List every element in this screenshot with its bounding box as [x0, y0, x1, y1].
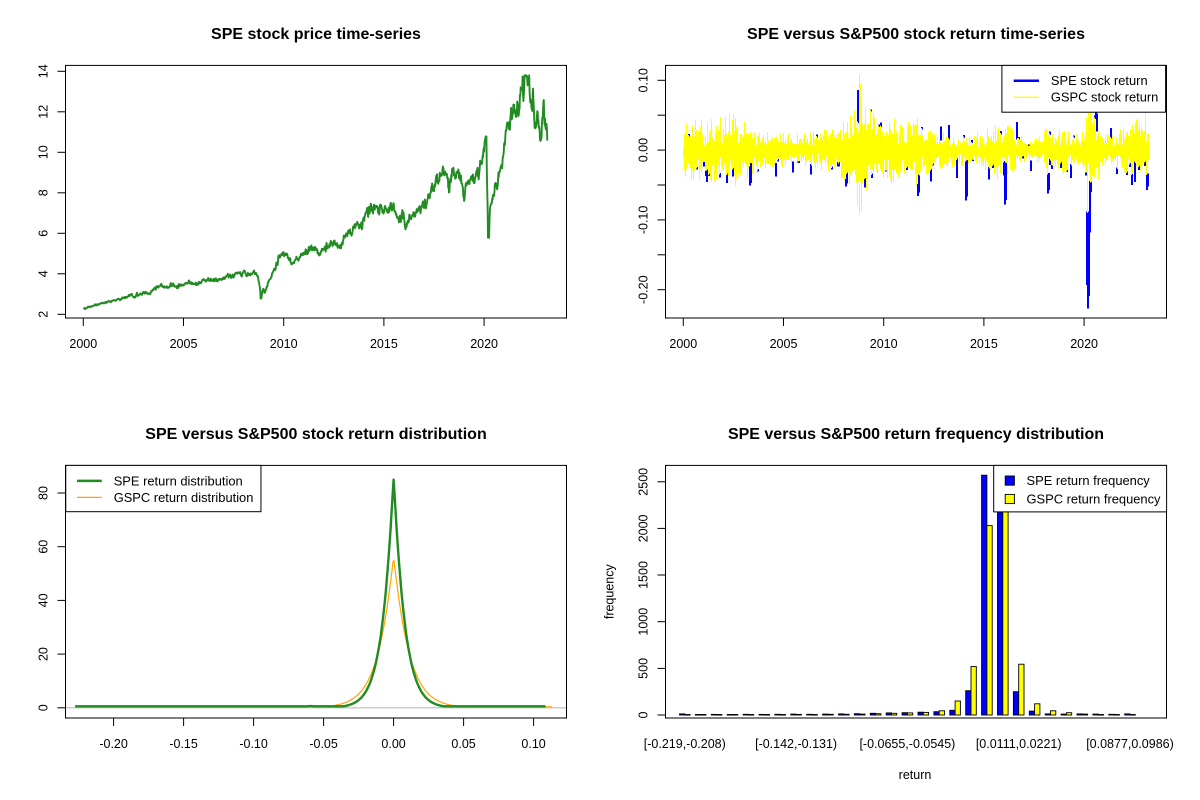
svg-text:12: 12 [37, 105, 51, 119]
svg-text:2000: 2000 [69, 337, 97, 351]
svg-text:0.00: 0.00 [381, 737, 405, 751]
svg-text:SPE return distribution: SPE return distribution [114, 473, 243, 488]
svg-text:2500: 2500 [637, 468, 651, 496]
svg-text:0: 0 [37, 704, 51, 711]
svg-text:60: 60 [37, 540, 51, 554]
svg-text:SPE versus S&P500 stock return: SPE versus S&P500 stock return time-seri… [747, 26, 1085, 43]
svg-text:-0.20: -0.20 [99, 737, 128, 751]
svg-text:500: 500 [637, 658, 651, 679]
svg-text:-0.20: -0.20 [637, 275, 651, 304]
svg-text:-0.15: -0.15 [169, 737, 198, 751]
svg-text:SPE return frequency: SPE return frequency [1027, 473, 1151, 488]
svg-text:2015: 2015 [970, 337, 998, 351]
svg-text:return: return [899, 768, 932, 782]
svg-text:2000: 2000 [669, 337, 697, 351]
svg-text:4: 4 [37, 270, 51, 277]
svg-text:[-0.219,-0.208): [-0.219,-0.208) [644, 737, 726, 751]
svg-text:2020: 2020 [470, 337, 498, 351]
svg-text:6: 6 [37, 230, 51, 237]
svg-text:GSPC stock return: GSPC stock return [1051, 90, 1158, 105]
svg-text:1500: 1500 [637, 561, 651, 589]
svg-text:80: 80 [37, 486, 51, 500]
svg-text:[-0.142,-0.131): [-0.142,-0.131) [755, 737, 837, 751]
svg-text:0: 0 [637, 711, 651, 718]
svg-text:[-0.0655,-0.0545): [-0.0655,-0.0545) [859, 737, 955, 751]
svg-text:2000: 2000 [637, 514, 651, 542]
svg-text:0.10: 0.10 [637, 68, 651, 92]
svg-text:-0.10: -0.10 [239, 737, 268, 751]
svg-text:0.10: 0.10 [521, 737, 545, 751]
svg-text:[0.0111,0.0221): [0.0111,0.0221) [976, 737, 1062, 751]
svg-text:SPE stock return: SPE stock return [1051, 73, 1148, 88]
svg-text:2010: 2010 [870, 337, 898, 351]
svg-text:10: 10 [37, 145, 51, 159]
svg-text:SPE stock price time-series: SPE stock price time-series [211, 26, 421, 43]
svg-text:40: 40 [37, 593, 51, 607]
svg-text:frequency: frequency [603, 564, 617, 620]
svg-text:0.00: 0.00 [637, 138, 651, 162]
svg-text:0.05: 0.05 [451, 737, 475, 751]
svg-text:20: 20 [37, 647, 51, 661]
svg-text:SPE versus S&P500 return frequ: SPE versus S&P500 return frequency distr… [728, 426, 1104, 443]
svg-text:2015: 2015 [370, 337, 398, 351]
svg-text:SPE versus S&P500 stock return: SPE versus S&P500 stock return distribut… [145, 426, 486, 443]
svg-text:14: 14 [37, 64, 51, 78]
svg-text:2005: 2005 [770, 337, 798, 351]
svg-text:2: 2 [37, 311, 51, 318]
svg-text:2005: 2005 [170, 337, 198, 351]
svg-text:[0.0877,0.0986): [0.0877,0.0986) [1086, 737, 1174, 751]
svg-text:GSPC return distribution: GSPC return distribution [114, 490, 254, 505]
svg-text:GSPC return frequency: GSPC return frequency [1027, 491, 1162, 506]
svg-text:2010: 2010 [270, 337, 298, 351]
svg-text:-0.05: -0.05 [309, 737, 338, 751]
svg-text:-0.10: -0.10 [637, 206, 651, 235]
svg-text:1000: 1000 [637, 608, 651, 636]
svg-text:2020: 2020 [1070, 337, 1098, 351]
svg-text:8: 8 [37, 189, 51, 196]
